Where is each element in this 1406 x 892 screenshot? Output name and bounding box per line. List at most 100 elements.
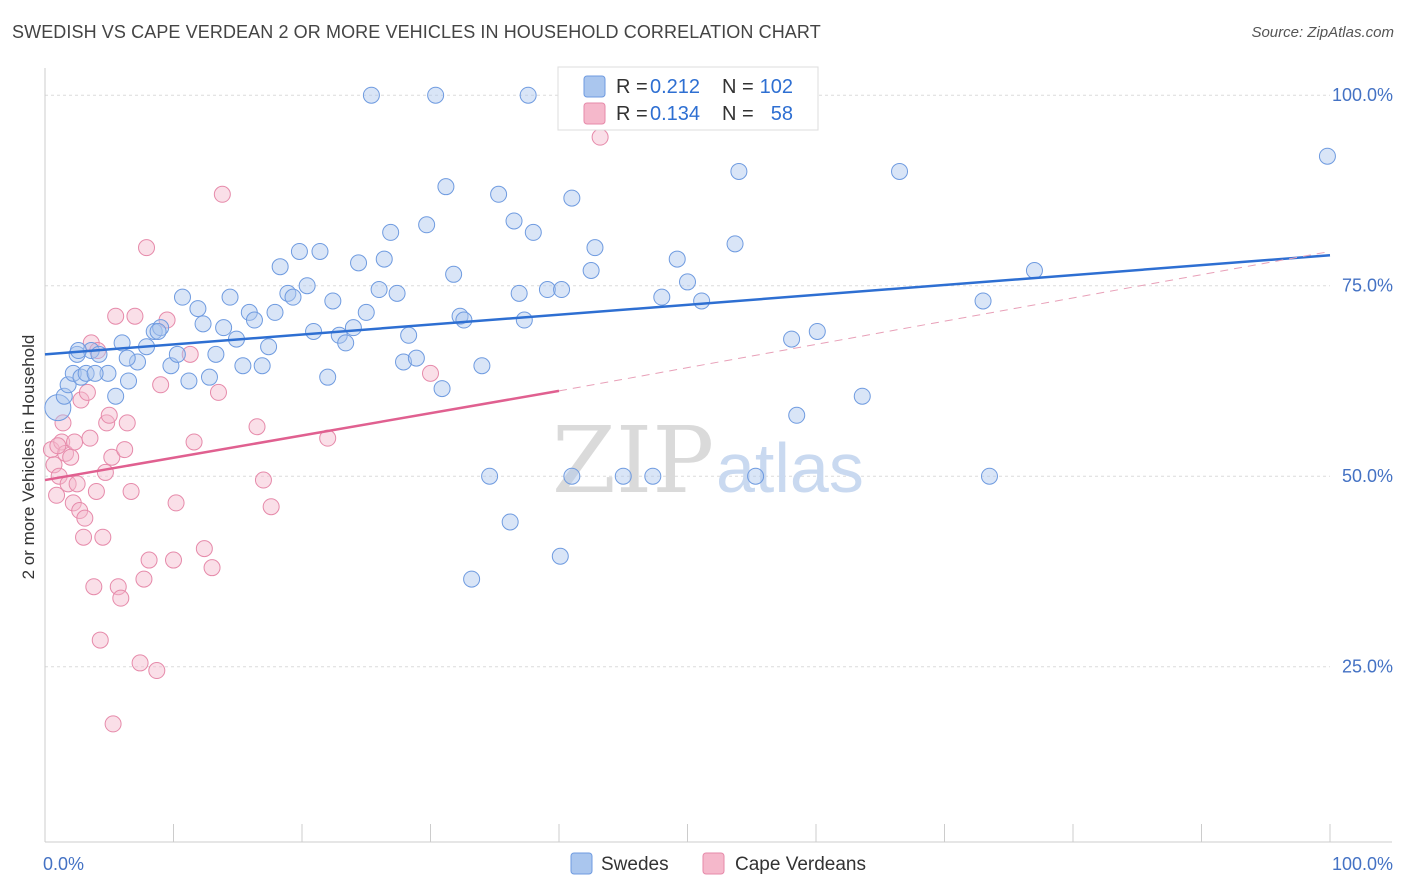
- swede-point: [168, 345, 186, 363]
- swede-point: [311, 242, 329, 260]
- swede-point: [99, 364, 117, 382]
- legend-r-label-cape-verdeans: R =: [616, 103, 648, 125]
- swede-point: [173, 288, 191, 306]
- swede-point: [290, 242, 308, 260]
- swede-point: [433, 380, 451, 398]
- cape-verdean-point: [49, 437, 67, 455]
- chart-title: SWEDISH VS CAPE VERDEAN 2 OR MORE VEHICL…: [12, 22, 821, 42]
- watermark-atlas: atlas: [716, 429, 864, 507]
- cape-verdean-point: [131, 654, 149, 672]
- cape-verdean-point: [126, 307, 144, 325]
- x-tick-labels: 0.0% 100.0%: [43, 854, 1393, 874]
- swede-point: [64, 364, 82, 382]
- swede-point: [445, 265, 463, 283]
- swede-point: [129, 353, 147, 371]
- cape-verdean-point: [96, 463, 114, 481]
- swede-point: [783, 330, 801, 348]
- cape-verdeans-trend-extension: [558, 250, 1331, 392]
- swede-point: [524, 223, 542, 241]
- bottom-swatch-swedes: [570, 852, 593, 875]
- swede-point: [298, 277, 316, 295]
- swede-point: [693, 292, 711, 310]
- swede-point: [375, 250, 393, 268]
- swede-point: [505, 212, 523, 230]
- legend-n-label-swedes: N =: [722, 76, 754, 98]
- cape-verdean-point: [81, 429, 99, 447]
- y-tick-label: 100.0%: [1332, 85, 1393, 105]
- swede-point: [788, 406, 806, 424]
- swede-point: [481, 467, 499, 485]
- y-axis-label: 2 or more Vehicles in Household: [19, 335, 38, 580]
- swede-point: [582, 262, 600, 279]
- bottom-legend-swedes: Swedes: [601, 854, 669, 875]
- y-tick-label: 75.0%: [1342, 276, 1393, 296]
- swede-point: [407, 349, 425, 367]
- swede-point: [515, 311, 533, 329]
- swede-point: [1025, 262, 1043, 279]
- cape-verdean-point: [185, 433, 203, 451]
- cape-verdean-point: [85, 578, 103, 596]
- legend-swatch-cape-verdeans: [583, 102, 606, 125]
- swede-point: [400, 326, 418, 344]
- swede-point: [463, 570, 481, 588]
- swede-point: [418, 216, 436, 234]
- legend-n-value-swedes: 102: [760, 76, 793, 98]
- swede-point: [891, 162, 909, 180]
- swede-point: [501, 513, 519, 531]
- swede-point: [194, 315, 212, 333]
- swede-point: [215, 319, 233, 337]
- swede-point: [563, 467, 581, 485]
- cape-verdean-point: [118, 414, 136, 432]
- swede-point: [388, 284, 406, 302]
- swede-point: [305, 322, 323, 340]
- bottom-swatch-cape-verdeans: [702, 852, 725, 875]
- swede-point: [473, 357, 491, 375]
- swede-point: [730, 162, 748, 180]
- swede-point: [149, 322, 167, 340]
- cape-verdean-point: [75, 528, 93, 546]
- swede-point: [77, 364, 95, 382]
- cape-verdean-point: [138, 239, 156, 257]
- swede-point: [362, 86, 380, 104]
- swede-point: [455, 311, 473, 329]
- watermark-zip: ZIP: [552, 407, 714, 514]
- swede-point: [271, 258, 289, 276]
- cape-verdean-point: [152, 376, 170, 394]
- cape-verdean-point: [116, 441, 134, 459]
- y-tick-label: 50.0%: [1342, 466, 1393, 486]
- swede-point: [538, 281, 556, 299]
- cape-verdean-point: [248, 418, 266, 436]
- swede-point: [107, 387, 125, 405]
- cape-verdean-point: [78, 383, 96, 401]
- cape-verdean-point: [87, 482, 105, 500]
- swede-point: [221, 288, 239, 306]
- swede-point: [519, 86, 537, 104]
- swede-point: [118, 349, 136, 367]
- cape-verdean-point: [140, 551, 158, 569]
- legend-r-value-swedes: 0.212: [650, 76, 700, 98]
- swede-point: [55, 387, 73, 405]
- cape-verdean-point: [54, 414, 72, 432]
- swede-point: [808, 322, 826, 340]
- cape-verdean-point: [68, 475, 86, 493]
- cape-verdean-point: [262, 498, 280, 516]
- cape-verdean-point: [66, 433, 84, 451]
- series-legend: Swedes Cape Verdeans: [570, 852, 866, 875]
- swede-point: [344, 319, 362, 337]
- legend-r-value-cape-verdeans: 0.134: [650, 103, 700, 125]
- swede-point: [350, 254, 368, 272]
- swede-point: [86, 364, 104, 382]
- cape-verdean-point: [103, 448, 121, 466]
- swede-point: [553, 281, 571, 299]
- swede-point: [200, 368, 218, 386]
- cape-verdean-point: [107, 307, 125, 325]
- legend-r-label-swedes: R =: [616, 76, 648, 98]
- swede-point: [853, 387, 871, 405]
- legend-n-value-cape-verdeans: 58: [771, 103, 793, 125]
- bottom-legend-cape-verdeans: Cape Verdeans: [735, 854, 866, 875]
- cape-verdean-point: [181, 345, 199, 363]
- cape-verdean-point: [135, 570, 153, 588]
- x-tick-label-min: 0.0%: [43, 854, 84, 874]
- swedes-points: [44, 86, 1336, 588]
- swede-point: [437, 178, 455, 196]
